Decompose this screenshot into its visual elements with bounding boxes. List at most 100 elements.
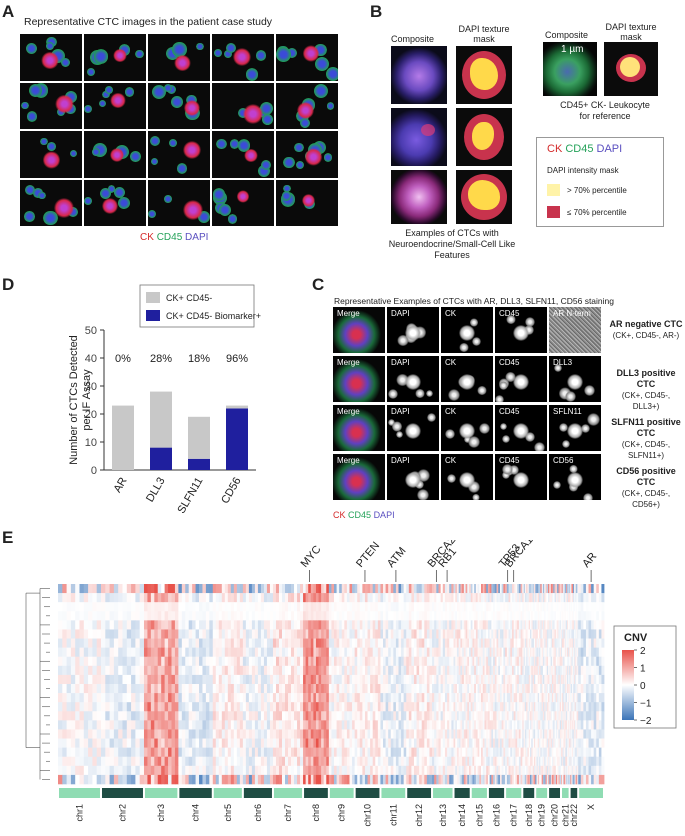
heatmap-cell bbox=[171, 738, 176, 748]
heatmap-cell bbox=[339, 729, 343, 739]
heatmap-cell bbox=[113, 702, 119, 712]
heatmap-cell bbox=[574, 729, 577, 739]
heatmap-cell bbox=[419, 702, 423, 712]
heatmap-cell bbox=[185, 584, 190, 594]
heatmap-cell bbox=[570, 620, 572, 630]
heatmap-cell bbox=[429, 693, 433, 703]
heatmap-cell bbox=[352, 629, 356, 639]
heatmap-cell bbox=[528, 602, 531, 612]
heatmap-cell bbox=[291, 611, 295, 621]
heatmap-cell bbox=[508, 747, 511, 758]
heatmap-cell bbox=[482, 756, 485, 767]
heatmap-cell bbox=[362, 747, 366, 758]
heatmap-cell bbox=[212, 756, 217, 767]
heatmap-cell bbox=[266, 720, 271, 730]
heatmap-cell bbox=[393, 665, 397, 676]
heatmap-cell bbox=[403, 647, 407, 658]
heatmap-cell bbox=[544, 702, 546, 712]
heatmap-cell bbox=[477, 611, 480, 621]
heatmap-cell bbox=[558, 738, 561, 748]
heatmap-cell bbox=[352, 674, 356, 685]
heatmap-cell bbox=[354, 611, 358, 621]
stain-label: Merge bbox=[337, 407, 360, 416]
heatmap-cell bbox=[341, 747, 345, 758]
heatmap-cell bbox=[375, 738, 379, 748]
heatmap-cell bbox=[349, 729, 353, 739]
heatmap-cell bbox=[541, 756, 544, 767]
heatmap-cell bbox=[551, 647, 554, 658]
heatmap-cell bbox=[598, 593, 602, 603]
heatmap-cell bbox=[377, 738, 381, 748]
heatmap-cell bbox=[505, 647, 508, 658]
heatmap-cell bbox=[424, 756, 428, 767]
heatmap-cell bbox=[413, 738, 417, 748]
heatmap-cell bbox=[236, 584, 241, 594]
heatmap-cell bbox=[557, 629, 559, 639]
heatmap-cell bbox=[224, 584, 229, 594]
heatmap-cell bbox=[266, 584, 271, 594]
heatmap-cell bbox=[449, 602, 452, 612]
heatmap-cell bbox=[532, 674, 535, 685]
heatmap-cell bbox=[518, 720, 521, 730]
heatmap-cell bbox=[494, 702, 497, 712]
heatmap-cell bbox=[573, 629, 575, 639]
heatmap-cell bbox=[88, 593, 93, 603]
heatmap-cell bbox=[465, 729, 468, 739]
heatmap-cell bbox=[456, 611, 460, 621]
heatmap-cell bbox=[331, 765, 335, 776]
heatmap-cell bbox=[352, 729, 356, 739]
heatmap-cell bbox=[336, 593, 340, 603]
heatmap-cell bbox=[583, 765, 587, 776]
heatmap-cell bbox=[489, 747, 492, 758]
heatmap-cell bbox=[562, 665, 564, 676]
heatmap-cell bbox=[195, 711, 200, 721]
heatmap-cell bbox=[79, 729, 85, 739]
heatmap-cell bbox=[508, 593, 511, 603]
heatmap-cell bbox=[566, 665, 568, 676]
heatmap-cell bbox=[550, 656, 553, 667]
heatmap-cell bbox=[596, 656, 600, 667]
heatmap-cell bbox=[541, 593, 544, 603]
heatmap-cell bbox=[118, 720, 123, 730]
heatmap-cell bbox=[199, 738, 203, 748]
heatmap-cell bbox=[511, 756, 515, 767]
heatmap-cell bbox=[349, 693, 353, 703]
heatmap-cell bbox=[380, 674, 384, 685]
heatmap-cell bbox=[272, 647, 277, 658]
heatmap-cell bbox=[442, 693, 446, 703]
heatmap-cell bbox=[294, 629, 298, 639]
heatmap-cell bbox=[58, 693, 63, 703]
heatmap-cell bbox=[305, 702, 309, 712]
heatmap-cell bbox=[524, 674, 527, 685]
heatmap-cell bbox=[174, 693, 179, 703]
heatmap-cell bbox=[339, 711, 343, 721]
heatmap-cell bbox=[346, 765, 350, 776]
heatmap-cell bbox=[554, 720, 557, 730]
heatmap-cell bbox=[465, 638, 468, 648]
heatmap-cell bbox=[150, 674, 155, 685]
heatmap-cell bbox=[401, 765, 405, 776]
heatmap-cell bbox=[331, 584, 335, 594]
heatmap-cell bbox=[493, 647, 496, 658]
heatmap-cell bbox=[578, 747, 582, 758]
heatmap-cell bbox=[467, 647, 470, 658]
heatmap-cell bbox=[511, 629, 515, 639]
heatmap-cell bbox=[527, 629, 530, 639]
heatmap-cell bbox=[567, 702, 570, 712]
heatmap-cell bbox=[544, 720, 546, 730]
heatmap-cell bbox=[181, 611, 186, 621]
heatmap-cell bbox=[566, 693, 568, 703]
heatmap-cell bbox=[413, 584, 417, 594]
heatmap-cell bbox=[567, 747, 570, 758]
heatmap-cell bbox=[297, 702, 301, 712]
heatmap-cell bbox=[308, 684, 312, 694]
heatmap-cell bbox=[192, 584, 196, 594]
heatmap-cell bbox=[469, 729, 472, 739]
heatmap-cell bbox=[491, 665, 494, 676]
heatmap-cell bbox=[257, 684, 262, 694]
heatmap-cell bbox=[359, 756, 363, 767]
heatmap-cell bbox=[310, 593, 314, 603]
heatmap-cell bbox=[154, 711, 159, 721]
heatmap-cell bbox=[573, 729, 576, 739]
heatmap-cell bbox=[303, 720, 307, 730]
